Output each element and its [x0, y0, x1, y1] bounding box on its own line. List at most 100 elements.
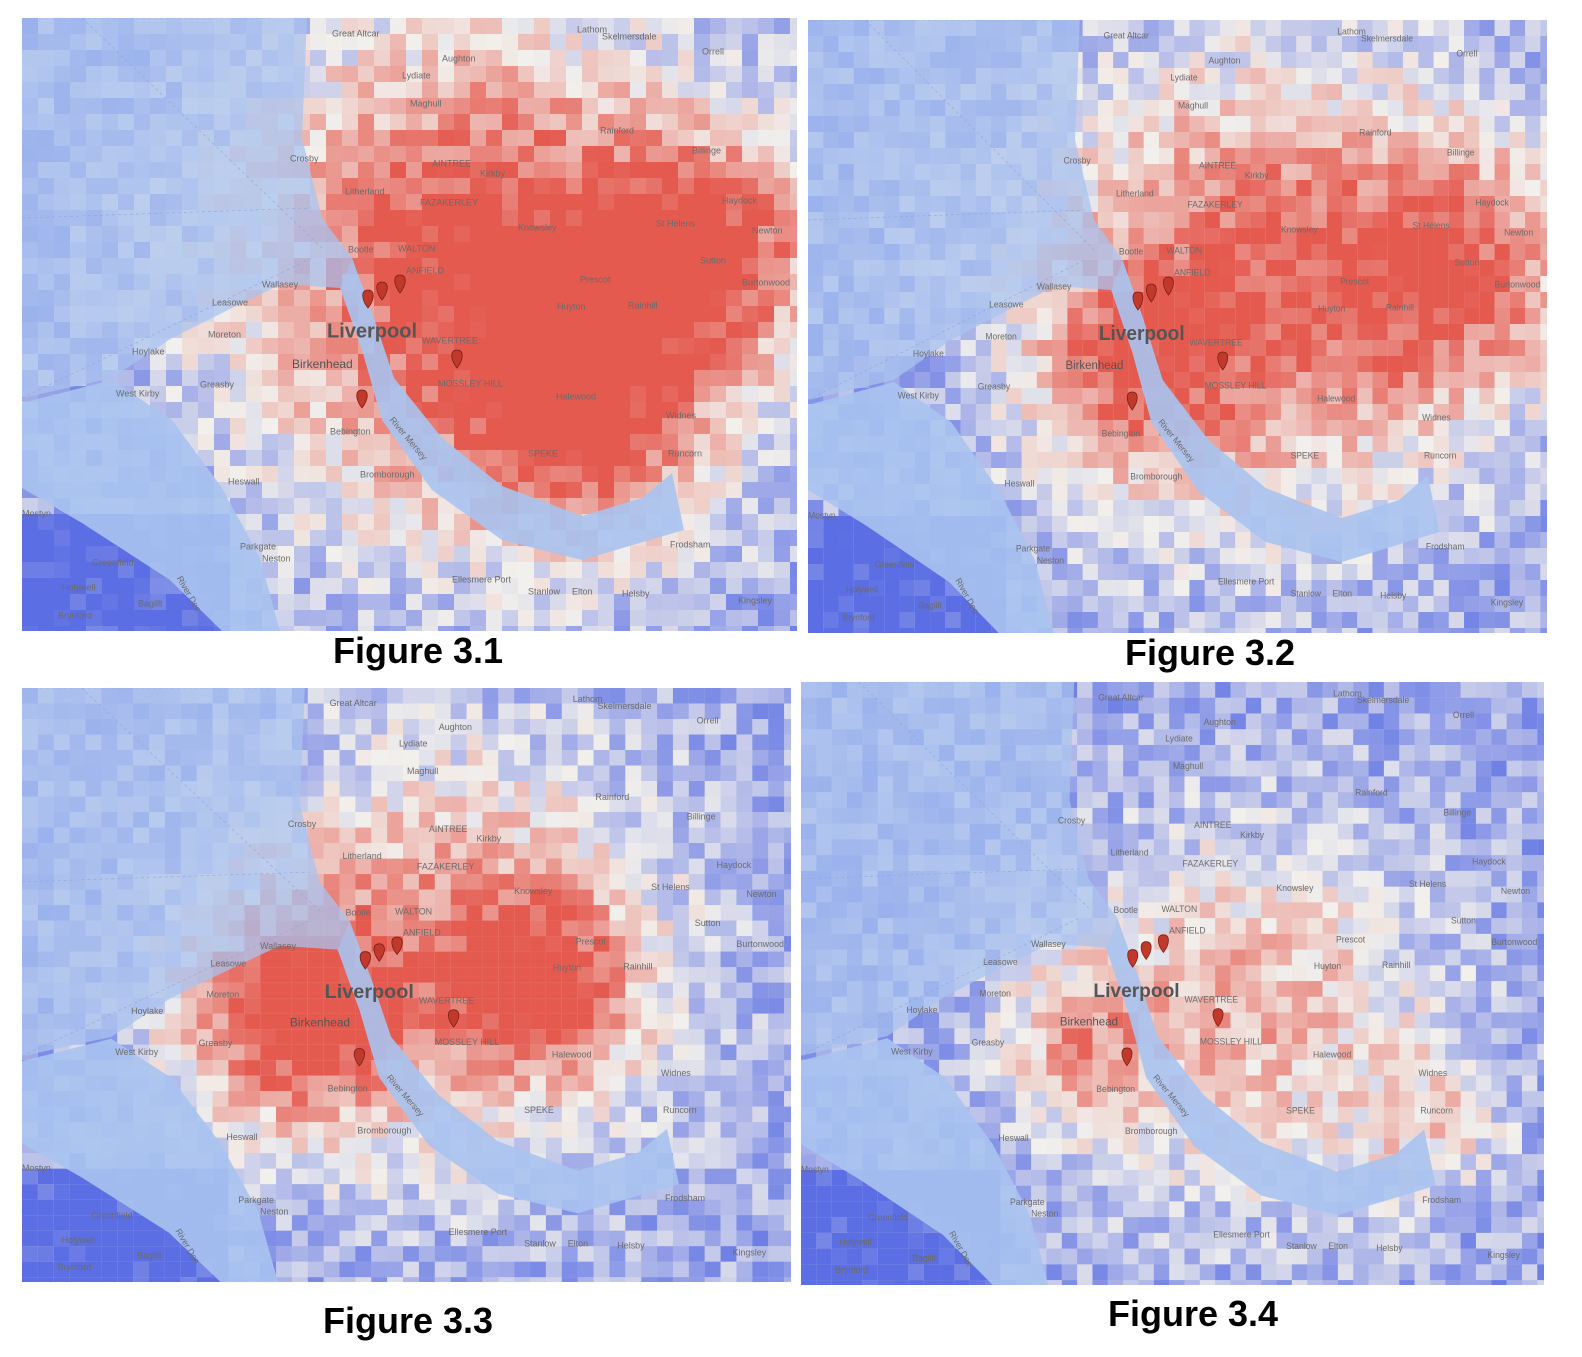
heat-cell [470, 562, 486, 578]
heat-cell [758, 450, 774, 466]
heat-cell [390, 482, 406, 498]
heat-cell [1448, 292, 1465, 308]
heat-cell [838, 564, 854, 580]
heat-cell [1097, 596, 1114, 612]
heat-cell [641, 719, 658, 735]
heat-cell [614, 338, 630, 354]
heat-cell [1372, 452, 1388, 468]
place-label: Lathom [577, 24, 607, 34]
heat-cell [482, 812, 499, 828]
heat-cell [1296, 244, 1312, 260]
heat-cell [1509, 292, 1526, 308]
heat-cell [1158, 500, 1175, 516]
heat-cell [390, 530, 406, 546]
heat-cell [278, 354, 294, 370]
heat-cell [614, 610, 630, 626]
heat-cell [545, 905, 562, 921]
heat-cell [1158, 20, 1175, 36]
heat-cell [1448, 52, 1465, 68]
heat-cell [198, 386, 214, 402]
heat-cell [726, 66, 742, 82]
heat-cell [1494, 116, 1510, 132]
heat-cell [774, 338, 790, 354]
heat-cell [662, 114, 678, 130]
heat-cell [694, 626, 710, 631]
heat-cell [546, 812, 562, 828]
heat-cell [358, 226, 374, 242]
heat-cell [614, 626, 630, 631]
heat-cell [278, 594, 294, 610]
heat-cell [358, 210, 374, 226]
heat-cell [326, 402, 342, 418]
heat-cell [534, 450, 550, 466]
heat-cell [422, 402, 438, 418]
heat-cell [1479, 372, 1495, 388]
heat-cell [975, 324, 992, 340]
heat-cell [1448, 84, 1465, 100]
heat-cell [869, 580, 885, 596]
heat-cell [662, 258, 678, 274]
heat-cell [374, 34, 390, 50]
heat-cell [688, 889, 705, 906]
heat-cell [355, 858, 372, 875]
heat-cell [758, 386, 774, 402]
heat-cell [1280, 436, 1297, 452]
heat-cell [387, 750, 403, 766]
heat-cell [342, 18, 358, 34]
heat-cell [561, 920, 578, 937]
heat-cell [1189, 84, 1205, 100]
heat-cell [1540, 100, 1547, 116]
heat-cell [1448, 404, 1465, 420]
heat-cell [470, 66, 486, 82]
heat-cell [454, 578, 470, 594]
heat-cell [598, 370, 614, 386]
heat-cell [1265, 52, 1281, 68]
heat-cell [262, 434, 278, 450]
heat-cell [230, 386, 246, 402]
heat-cell [625, 734, 642, 751]
heat-cell [758, 354, 774, 370]
heat-cell [726, 258, 742, 274]
heat-cell [641, 889, 658, 906]
place-label: Skelmersdale [1361, 33, 1413, 43]
heat-cell [752, 998, 769, 1014]
heat-cell [672, 920, 689, 937]
heat-cell [342, 610, 358, 626]
heat-cell [774, 178, 790, 194]
heat-cell [1036, 548, 1053, 564]
heat-cell [406, 626, 422, 631]
heat-cell [678, 242, 694, 258]
heat-cell [1067, 612, 1083, 628]
heat-cell [438, 578, 454, 594]
heat-cell [438, 322, 454, 338]
heat-cell [593, 920, 610, 937]
heat-cell [1403, 20, 1419, 36]
heat-cell [294, 594, 310, 610]
heat-cell [657, 936, 673, 952]
heat-cell [294, 578, 310, 594]
heat-cell [422, 530, 438, 546]
heat-cell [1403, 84, 1419, 100]
heat-cell [342, 466, 358, 482]
place-label: Aughton [1208, 55, 1240, 65]
heat-cell [294, 402, 310, 418]
heat-cell [1250, 180, 1266, 196]
heat-cell [1037, 308, 1052, 324]
heat-cell [70, 562, 86, 578]
heat-cell [1540, 468, 1547, 484]
heat-cell [550, 210, 566, 226]
heat-cell [662, 578, 678, 594]
heat-cell [371, 719, 388, 735]
heat-cell [1097, 292, 1114, 308]
heat-cell [323, 874, 340, 890]
heat-cell [1174, 148, 1190, 164]
heat-cell [1494, 596, 1510, 612]
heat-cell [514, 827, 531, 844]
heat-cell [742, 562, 758, 578]
heat-cell [134, 626, 150, 631]
heat-cell [1387, 484, 1404, 500]
heat-cell [742, 498, 758, 514]
heat-cell [1326, 292, 1342, 308]
heat-cell [630, 290, 646, 306]
heat-cell [1189, 116, 1205, 132]
